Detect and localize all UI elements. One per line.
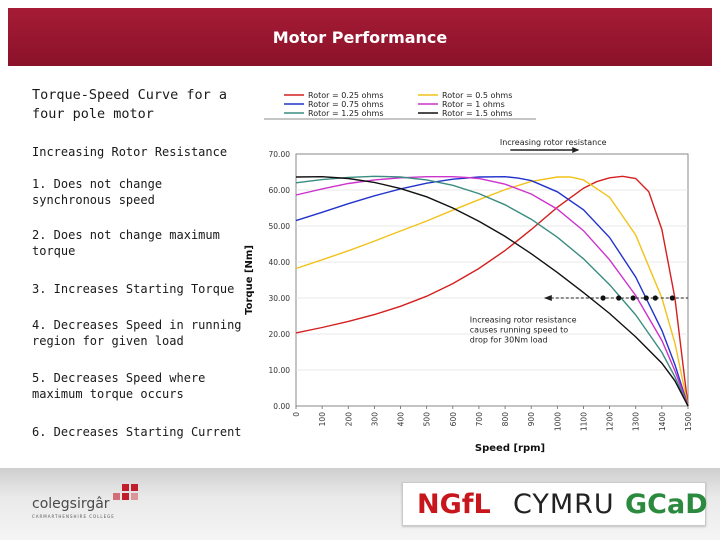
x-tick-label: 100 [318, 412, 327, 427]
y-tick-label: 10.00 [269, 366, 291, 375]
x-tick-label: 700 [475, 412, 484, 427]
y-tick-label: 30.00 [269, 294, 291, 303]
plot-area [295, 153, 689, 407]
bullet-item-6: 6. Decreases Starting Current [32, 425, 242, 439]
bullet-item-3: 3. Increases Starting Torque [32, 282, 235, 296]
gridlines [296, 189, 688, 371]
college-logo-text: colegsirgâr [32, 496, 110, 512]
x-tick-label: 200 [344, 412, 353, 427]
bullet-item-1: 1. Does not change synchronous speed [32, 177, 163, 207]
load-arrowhead [543, 295, 552, 301]
legend-label: Rotor = 0.25 ohms [308, 91, 383, 100]
x-tick-label: 300 [370, 412, 379, 427]
series-line-6 [295, 175, 689, 407]
bullet-item-5: 5. Decreases Speed where maximum torque … [32, 371, 206, 401]
x-axis-ticks: 0 100 200 300 400 500 600 700 800 900 1000 1100 1200… [292, 406, 693, 431]
load-point [652, 295, 658, 301]
series-line-1 [295, 175, 689, 407]
annotations-group: Increasing rotor resistance Increasing ro… [470, 138, 607, 344]
college-logo-icon [113, 484, 138, 500]
annotation-resistance: Increasing rotor resistance [500, 138, 607, 147]
college-logo-subtext: CARMARTHENSHIRE COLLEGE [32, 514, 115, 519]
x-tick-label: 800 [501, 412, 510, 427]
y-tick-label: 70.00 [269, 150, 291, 159]
legend-label: Rotor = 1.25 ohms [308, 109, 383, 118]
legend-label: Rotor = 1 ohms [442, 100, 505, 109]
series-line-2 [295, 176, 689, 407]
annotation-running-speed: Increasing rotor resistance causes runnin… [470, 315, 577, 344]
x-tick-label: 1400 [658, 412, 667, 431]
legend-label: Rotor = 0.75 ohms [308, 100, 383, 109]
y-tick-label: 20.00 [269, 330, 291, 339]
load-line-group [543, 295, 688, 301]
ngfl-brand-logo: NGfL CYMRU GCaD [402, 482, 708, 526]
y-axis-label: Torque [Nm] [244, 245, 255, 315]
y-axis-ticks: 0.00 10.00 20.00 30.00 40.00 50.00 60.00 70.00 [269, 150, 291, 411]
series-line-4 [295, 175, 689, 407]
x-tick-label: 1300 [632, 412, 641, 431]
legend-label: Rotor = 1.5 ohms [442, 109, 512, 118]
x-tick-label: 500 [423, 412, 432, 427]
x-tick-label: 1200 [606, 412, 615, 431]
load-point [630, 295, 636, 301]
brand-gcad: GCaD [625, 489, 708, 520]
x-tick-label: 600 [449, 412, 458, 427]
load-point [616, 295, 622, 301]
y-tick-label: 50.00 [269, 222, 291, 231]
series-lines [295, 175, 689, 407]
x-axis-label: Speed [rpm] [475, 443, 545, 454]
legend-label: Rotor = 0.5 ohms [442, 91, 512, 100]
title-bar: Motor Performance [8, 8, 712, 67]
load-point [643, 295, 649, 301]
load-point [600, 295, 606, 301]
plot-frame [295, 153, 689, 407]
resistance-arrow-head [572, 147, 580, 153]
x-tick-label: 900 [527, 412, 536, 427]
series-line-5 [295, 175, 689, 407]
slide-title: Motor Performance [272, 28, 448, 47]
bullet-item-intro: Increasing Rotor Resistance [32, 145, 228, 159]
brand-ngfl: NGfL [417, 489, 491, 520]
bullet-item-2: 2. Does not change maximum torque [32, 228, 220, 258]
brand-cymru: CYMRU [513, 489, 615, 520]
x-tick-label: 400 [397, 412, 406, 427]
x-tick-label: 0 [292, 412, 301, 417]
x-tick-label: 1000 [553, 412, 562, 431]
bullet-heading: Torque-Speed Curve for a four pole motor [32, 87, 228, 122]
x-tick-label: 1100 [579, 412, 588, 431]
y-tick-label: 60.00 [269, 186, 291, 195]
y-tick-label: 40.00 [269, 258, 291, 267]
bullet-item-4: 4. Decreases Speed in running region for… [32, 318, 242, 348]
load-point [669, 295, 675, 301]
y-tick-label: 0.00 [273, 402, 290, 411]
series-line-3 [295, 175, 689, 407]
x-tick-label: 1500 [684, 412, 693, 431]
